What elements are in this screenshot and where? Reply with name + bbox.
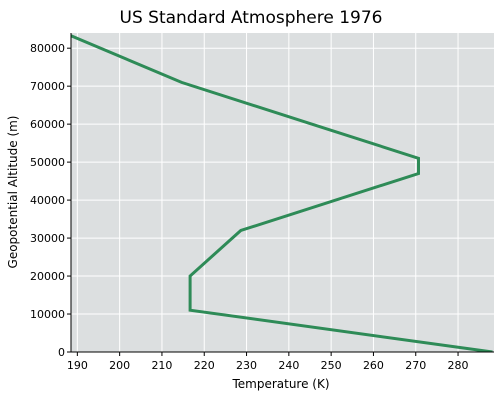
y-axis-ticks: 0 10000 20000 30000 40000 50000 60000 70000 8000…: [30, 42, 71, 359]
x-tick-label: 220: [194, 359, 215, 372]
series-line: [71, 34, 493, 352]
chart-title: US Standard Atmosphere 1976: [120, 8, 383, 28]
x-tick-label: 200: [109, 359, 130, 372]
y-axis-label: Geopotential Altitude (m): [6, 116, 20, 269]
y-tick-label: 0: [58, 346, 65, 359]
y-tick-label: 40000: [30, 194, 65, 207]
y-tick-label: 80000: [30, 42, 65, 55]
y-tick-label: 60000: [30, 118, 65, 131]
x-tick-label: 240: [278, 359, 299, 372]
x-tick-label: 210: [151, 359, 172, 372]
y-tick-label: 30000: [30, 232, 65, 245]
x-tick-label: 270: [405, 359, 426, 372]
x-axis-label: Temperature (K): [231, 377, 329, 391]
x-tick-label: 280: [448, 359, 469, 372]
y-tick-label: 10000: [30, 308, 65, 321]
y-tick-label: 20000: [30, 270, 65, 283]
y-tick-label: 70000: [30, 80, 65, 93]
x-tick-label: 260: [363, 359, 384, 372]
x-tick-label: 190: [67, 359, 88, 372]
x-tick-label: 250: [321, 359, 342, 372]
y-tick-label: 50000: [30, 156, 65, 169]
x-tick-label: 230: [236, 359, 257, 372]
plot-area: [71, 33, 494, 352]
x-axis-ticks: 190 200 210 220 230 240 250 260 270 280: [67, 352, 469, 372]
